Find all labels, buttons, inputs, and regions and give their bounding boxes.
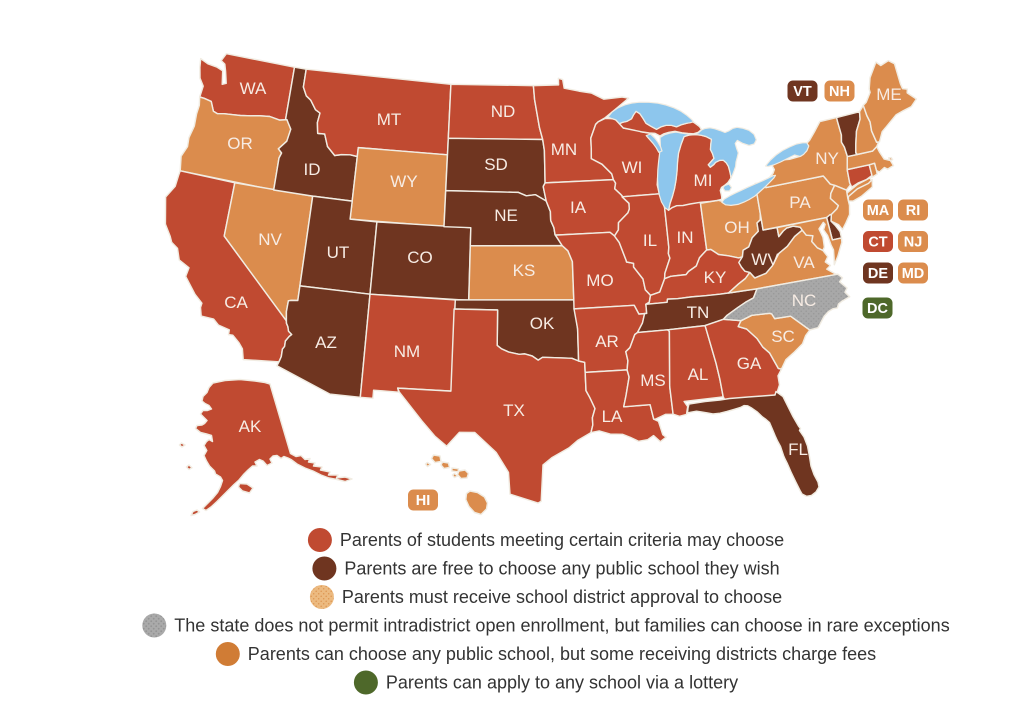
svg-text:The state does not permit intr: The state does not permit intradistrict … xyxy=(174,616,949,636)
svg-text:DE: DE xyxy=(868,266,888,282)
svg-text:OR: OR xyxy=(227,134,253,153)
svg-text:SC: SC xyxy=(771,327,795,346)
svg-text:WY: WY xyxy=(390,172,417,191)
svg-text:NV: NV xyxy=(258,230,282,249)
svg-text:MI: MI xyxy=(694,171,713,190)
svg-text:GA: GA xyxy=(737,354,762,373)
svg-text:MT: MT xyxy=(377,110,402,129)
svg-text:CT: CT xyxy=(868,235,887,251)
svg-text:AR: AR xyxy=(595,332,619,351)
svg-text:Parents can apply to any schoo: Parents can apply to any school via a lo… xyxy=(386,673,738,693)
svg-text:CA: CA xyxy=(224,293,248,312)
svg-text:IA: IA xyxy=(570,198,587,217)
svg-text:OH: OH xyxy=(724,218,750,237)
svg-text:NJ: NJ xyxy=(904,235,923,251)
svg-text:KY: KY xyxy=(704,268,727,287)
svg-text:UT: UT xyxy=(327,243,350,262)
svg-text:Parents are free to choose any: Parents are free to choose any public sc… xyxy=(344,559,779,579)
svg-text:AL: AL xyxy=(688,365,709,384)
svg-text:WV: WV xyxy=(751,250,779,269)
svg-text:PA: PA xyxy=(789,193,811,212)
svg-text:IL: IL xyxy=(643,231,657,250)
svg-text:CO: CO xyxy=(407,248,433,267)
svg-text:RI: RI xyxy=(906,203,921,219)
svg-text:MS: MS xyxy=(640,371,666,390)
svg-text:TX: TX xyxy=(503,401,525,420)
svg-text:MD: MD xyxy=(902,266,925,282)
svg-text:MA: MA xyxy=(867,203,890,219)
svg-text:WA: WA xyxy=(240,79,267,98)
svg-text:NC: NC xyxy=(792,291,817,310)
svg-text:ID: ID xyxy=(304,160,321,179)
svg-text:VT: VT xyxy=(793,84,812,100)
svg-text:ND: ND xyxy=(491,102,516,121)
svg-text:WI: WI xyxy=(622,158,643,177)
svg-text:LA: LA xyxy=(602,407,623,426)
svg-text:NM: NM xyxy=(394,342,420,361)
svg-text:VA: VA xyxy=(793,253,815,272)
svg-text:HI: HI xyxy=(416,493,431,509)
svg-text:DC: DC xyxy=(867,301,888,317)
svg-text:NY: NY xyxy=(815,149,839,168)
svg-text:AZ: AZ xyxy=(315,333,337,352)
svg-text:FL: FL xyxy=(788,440,808,459)
svg-text:NE: NE xyxy=(494,206,518,225)
svg-text:KS: KS xyxy=(513,261,536,280)
svg-text:TN: TN xyxy=(687,303,710,322)
svg-text:MN: MN xyxy=(551,140,577,159)
svg-text:OK: OK xyxy=(530,314,555,333)
svg-text:AK: AK xyxy=(239,417,262,436)
svg-text:SD: SD xyxy=(484,155,508,174)
svg-text:Parents can choose any public: Parents can choose any public school, bu… xyxy=(248,644,876,664)
svg-text:IN: IN xyxy=(677,228,694,247)
svg-text:Parents of students meeting ce: Parents of students meeting certain crit… xyxy=(340,530,784,550)
svg-text:Parents must receive school di: Parents must receive school district app… xyxy=(342,587,782,607)
svg-text:NH: NH xyxy=(829,84,850,100)
svg-text:MO: MO xyxy=(586,271,613,290)
svg-text:ME: ME xyxy=(876,85,902,104)
